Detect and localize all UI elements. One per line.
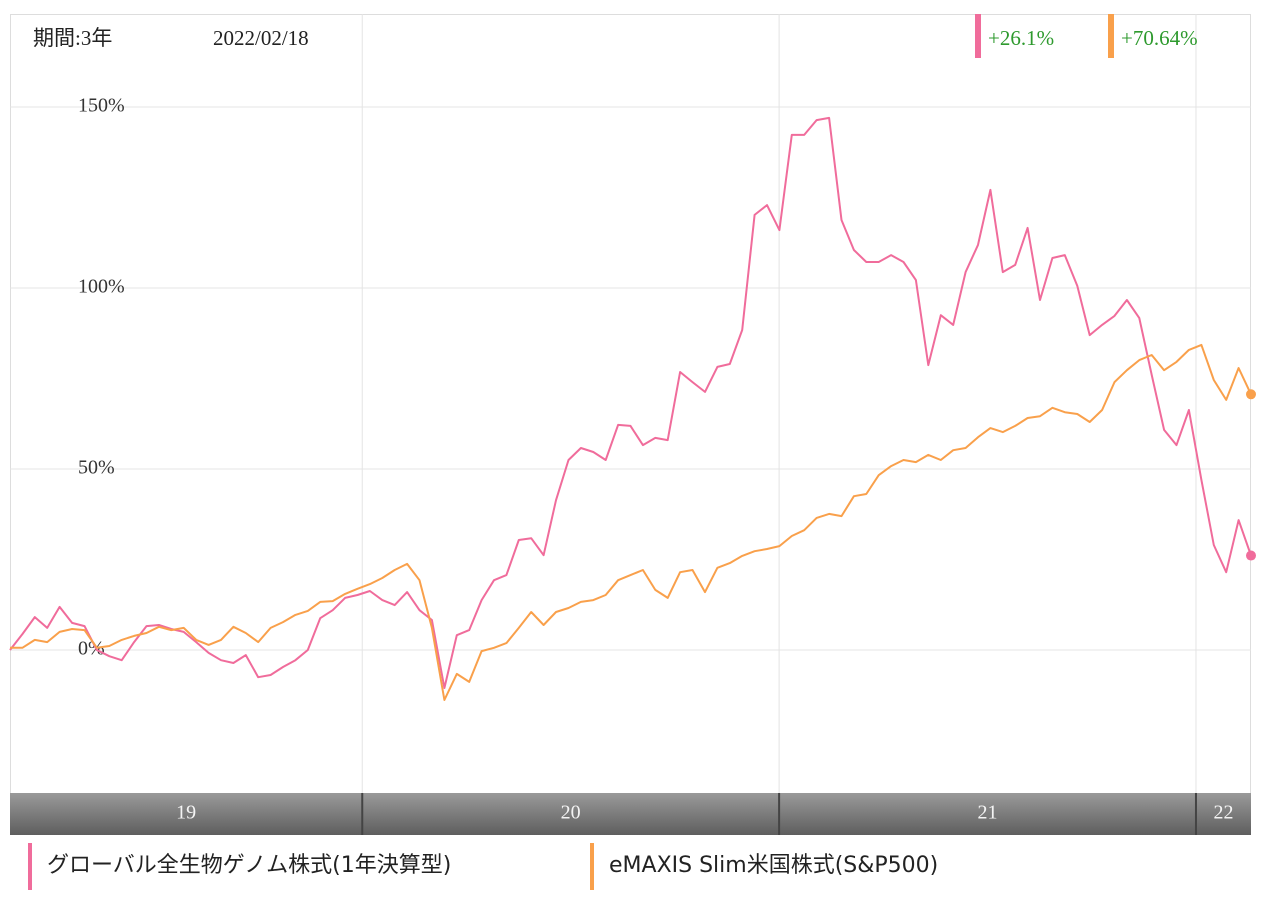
legend-marker: [28, 843, 32, 890]
date-label: 2022/02/18: [213, 26, 309, 50]
x-tick-label: 20: [561, 802, 581, 824]
legend-label: eMAXIS Slim米国株式(S&P500): [609, 853, 938, 878]
year-band: [10, 793, 1251, 835]
y-tick-label: 0%: [78, 638, 105, 660]
legend-label: グローバル全生物ゲノム株式(1年決算型): [47, 853, 451, 878]
series-line: [10, 343, 1252, 701]
y-tick-label: 50%: [78, 457, 115, 479]
y-tick-label: 100%: [78, 276, 125, 298]
x-tick-label: 21: [978, 802, 998, 824]
end-point: [1246, 550, 1256, 561]
return-marker: [1108, 14, 1114, 58]
end-point: [1246, 389, 1256, 400]
series-line: [9, 116, 1252, 689]
x-tick-label: 19: [176, 802, 196, 824]
period-label: 期間:3年: [33, 26, 112, 50]
return-label: +70.64%: [1121, 26, 1198, 50]
y-tick-label: 150%: [78, 95, 125, 117]
return-marker: [975, 14, 981, 58]
legend-marker: [590, 843, 594, 890]
x-tick-label: 22: [1213, 802, 1233, 824]
plot-area: [10, 14, 1251, 794]
return-label: +26.1%: [988, 26, 1054, 50]
